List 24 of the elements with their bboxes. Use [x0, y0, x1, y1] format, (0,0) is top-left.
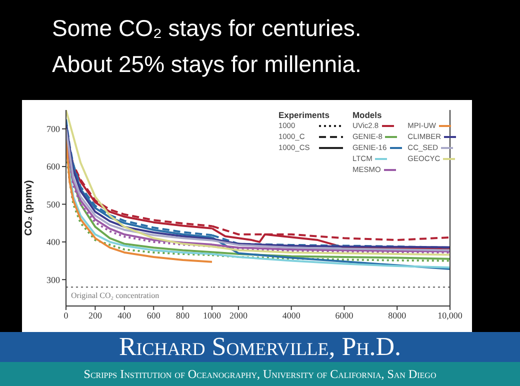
x-tick-label: 800 [176, 310, 190, 320]
y-tick-label: 400 [46, 237, 60, 248]
x-tick-label: 1000 [203, 310, 222, 320]
x-tick-label: 0 [64, 310, 69, 320]
y-tick-label: 500 [46, 199, 60, 210]
x-tick-label: 400 [118, 310, 132, 320]
text: Scripps Institution of Oceanography, University of California, San Diego [0, 362, 520, 386]
annotation: Experiments [278, 110, 330, 120]
y-axis-title: CO₂ (ppmv) [24, 180, 35, 236]
chart-title: Some CO₂ stays for centuries. [52, 14, 362, 43]
y-tick-label: 700 [46, 124, 60, 134]
x-tick-label: 6000 [335, 310, 354, 320]
x-tick-label: 4000 [282, 310, 301, 320]
x-tick-label: 600 [146, 310, 161, 320]
text: Richard Somerville, Ph.D. [0, 332, 520, 362]
ref-line-label: Original CO₂ concentration [71, 290, 160, 300]
x-tick-label: 8000 [388, 310, 407, 320]
chart-subtitle: About 25% stays for millennia. [52, 50, 362, 79]
x-tick-label: 10,000 [438, 310, 463, 320]
x-tick-label: 2000 [229, 310, 248, 320]
legend-title: Models [352, 110, 383, 120]
y-tick-label: 600 [46, 162, 60, 172]
x-tick-label: 200 [88, 310, 102, 320]
y-tick-label: 300 [46, 274, 60, 285]
